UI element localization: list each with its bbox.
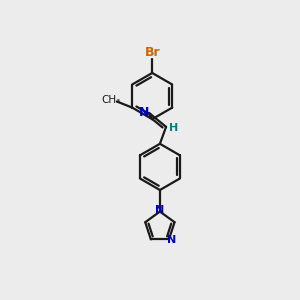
Text: N: N <box>139 106 149 119</box>
Text: CH₃: CH₃ <box>101 95 120 105</box>
Text: N: N <box>154 205 164 215</box>
Text: H: H <box>169 123 178 133</box>
Text: Br: Br <box>144 46 160 59</box>
Text: N: N <box>167 235 176 245</box>
